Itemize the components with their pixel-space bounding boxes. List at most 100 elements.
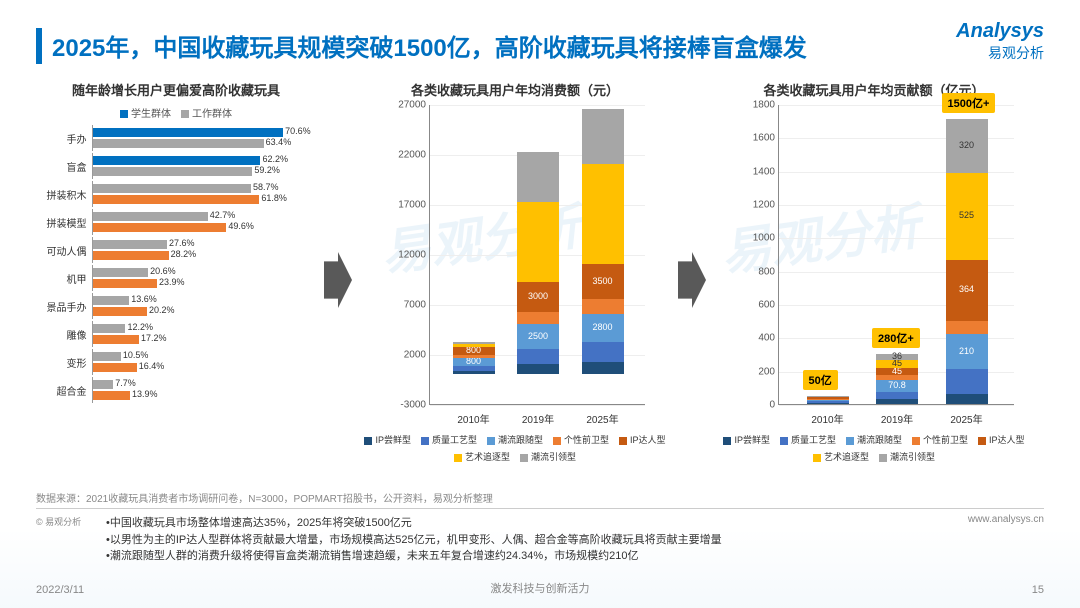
legend-item: 艺术追逐型: [813, 450, 869, 463]
segment: [517, 202, 559, 282]
ytick: 1400: [735, 166, 775, 177]
bar: [93, 335, 139, 344]
xlabel: 2025年: [586, 411, 618, 426]
bar: [93, 324, 126, 333]
gridline: [779, 405, 1014, 406]
chart3-legend: IP尝鲜型质量工艺型潮流跟随型个性前卫型IP达人型艺术追逐型潮流引领型: [714, 433, 1034, 463]
segment: [807, 401, 849, 402]
bar-value: 7.7%: [115, 378, 136, 388]
segment: 800: [453, 347, 495, 355]
xlabel: 2010年: [811, 411, 843, 426]
xlabel: 2019年: [881, 411, 913, 426]
page-number: 15: [1032, 584, 1044, 596]
bullet: •潮流跟随型人群的消费升级将使得盲盒类潮流销售增速趋缓，未来五年复合增速约24.…: [106, 548, 722, 565]
bar-category: 超合金: [44, 383, 92, 398]
bar: [93, 352, 121, 361]
segment-label: 525: [959, 210, 974, 220]
segment: 525: [946, 173, 988, 261]
bar-value: 62.2%: [262, 154, 288, 164]
logo-main: Analysys: [956, 20, 1044, 43]
ytick: -3000: [386, 400, 426, 411]
ytick: 600: [735, 300, 775, 311]
segment: [876, 392, 918, 399]
ytick: 27000: [386, 100, 426, 111]
bar-value: 10.5%: [123, 350, 149, 360]
segment-label: 2800: [592, 322, 612, 332]
footer-box: © 易观分析 •中国收藏玩具市场整体增速高达35%，2025年将突破1500亿元…: [36, 508, 1044, 565]
arrow-icon: [678, 80, 706, 480]
chart2-legend: IP尝鲜型质量工艺型潮流跟随型个性前卫型IP达人型艺术追逐型潮流引领型: [360, 433, 670, 463]
segment: [453, 371, 495, 374]
segment: [946, 321, 988, 334]
segment: [517, 364, 559, 374]
ytick: 12000: [386, 250, 426, 261]
legend-item: 学生群体: [120, 105, 171, 120]
bar-value: 63.4%: [266, 137, 292, 147]
segment-label: 2500: [528, 331, 548, 341]
bar: [93, 167, 253, 176]
segment: [582, 342, 624, 362]
segment-label: 364: [959, 284, 974, 294]
legend-item: 个性前卫型: [912, 433, 968, 446]
segment: [453, 366, 495, 371]
segment: [807, 396, 849, 397]
ytick: 0: [735, 400, 775, 411]
bar-row: 可动人偶27.6%28.2%: [44, 236, 309, 264]
bar-row: 变形 10.5%16.4%: [44, 348, 309, 376]
ytick: 7000: [386, 300, 426, 311]
chart1-bars: 手办70.6%63.4%盲盒62.2%59.2%拼装积木58.7%61.8%拼装…: [44, 124, 309, 404]
bar-category: 变形: [44, 355, 92, 370]
ytick: 1800: [735, 100, 775, 111]
segment: 45: [876, 368, 918, 376]
segment: [582, 299, 624, 314]
segment: [517, 312, 559, 324]
bar-value: 27.6%: [169, 238, 195, 248]
bar: [93, 380, 114, 389]
ytick: 17000: [386, 200, 426, 211]
xlabel: 2010年: [457, 411, 489, 426]
center-footer: 激发科技与创新活力: [491, 580, 590, 596]
bar-row: 拼装积木58.7%61.8%: [44, 180, 309, 208]
site-url: www.analysys.cn: [968, 514, 1044, 525]
chart2-title: 各类收藏玩具用户年均消费额（元）: [411, 80, 619, 99]
chart1-title: 随年龄增长用户更偏爱高阶收藏玩具: [72, 80, 280, 99]
segment: [453, 344, 495, 347]
gridline: [430, 405, 645, 406]
bar-category: 拼装模型: [44, 215, 92, 230]
segment: [946, 369, 988, 394]
bar: [93, 296, 130, 305]
legend-item: 潮流引领型: [879, 450, 935, 463]
segment: [517, 349, 559, 364]
segment: 2800: [582, 314, 624, 342]
segment: 800: [453, 358, 495, 366]
segment: 320: [946, 119, 988, 172]
gridline: [430, 105, 645, 106]
bar: [93, 212, 208, 221]
bar: [93, 279, 158, 288]
callout: 1500亿+: [942, 93, 996, 113]
segment: [807, 399, 849, 400]
chart2: 各类收藏玩具用户年均消费额（元） -3000200070001200017000…: [360, 80, 670, 480]
segment: [807, 400, 849, 402]
legend-item: 艺术追逐型: [454, 450, 510, 463]
legend-item: IP达人型: [978, 433, 1025, 446]
chart3: 各类收藏玩具用户年均贡献额（亿元） 0200400600800100012001…: [714, 80, 1034, 480]
ytick: 22000: [386, 150, 426, 161]
ytick: 1600: [735, 133, 775, 144]
segment: [807, 396, 849, 397]
bar-value: 58.7%: [253, 182, 279, 192]
bar: [93, 391, 131, 400]
segment-label: 320: [959, 140, 974, 150]
bullet: •以男性为主的IP达人型群体将贡献最大增量，市场规模高达525亿元，机甲变形、人…: [106, 532, 722, 549]
legend-item: 潮流跟随型: [487, 433, 543, 446]
bar-value: 16.4%: [139, 361, 165, 371]
bar-category: 机甲: [44, 271, 92, 286]
segment: [946, 394, 988, 404]
xlabel: 2025年: [950, 411, 982, 426]
legend-item: IP尝鲜型: [723, 433, 770, 446]
segment: [582, 362, 624, 374]
bar-value: 20.2%: [149, 305, 175, 315]
bar-value: 20.6%: [150, 266, 176, 276]
bar-row: 手办70.6%63.4%: [44, 124, 309, 152]
source-text: 数据来源：2021收藏玩具消费者市场调研问卷，N=3000，POPMART招股书…: [36, 490, 493, 505]
